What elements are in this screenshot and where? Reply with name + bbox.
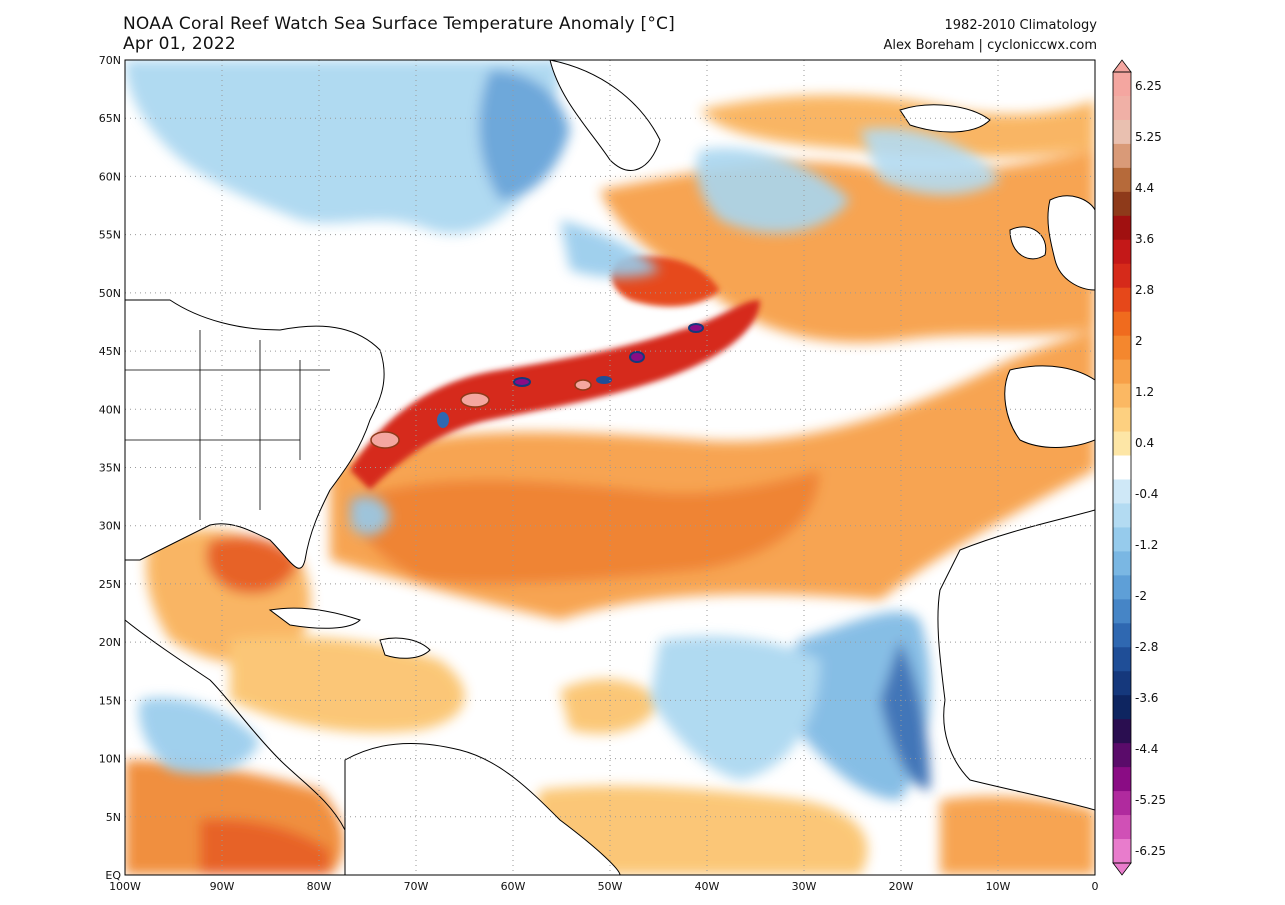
colorbar-frame (1112, 71, 1132, 864)
lat-tick-label: 35N (99, 462, 121, 475)
colorbar-segment (1113, 767, 1131, 792)
colorbar-label: -3.6 (1135, 691, 1158, 705)
lon-tick-label: 40W (695, 880, 720, 893)
map-date: Apr 01, 2022 (123, 34, 236, 54)
lon-tick-label: 60W (501, 880, 526, 893)
colorbar-label: 1.2 (1135, 385, 1154, 399)
colorbar: 6.25 5.25 4.4 3.6 2.8 2 1.2 0.4 -0.4 -1.2 -2 -2.8 -3… (1112, 59, 1166, 876)
map-title-block: NOAA Coral Reef Watch Sea Surface Temper… (123, 14, 675, 54)
colorbar-segment (1113, 815, 1131, 840)
colorbar-label: 6.25 (1135, 79, 1162, 93)
lat-tick-label: 30N (99, 520, 121, 533)
colorbar-label: 5.25 (1135, 130, 1162, 144)
colorbar-segment (1113, 455, 1131, 480)
lon-tick-label: 10W (986, 880, 1011, 893)
lon-tick-label: 90W (210, 880, 235, 893)
colorbar-segment (1113, 791, 1131, 816)
lon-tick-label: 80W (307, 880, 332, 893)
colorbar-label: 0.4 (1135, 436, 1154, 450)
colorbar-segment (1113, 743, 1131, 768)
colorbar-segment (1113, 431, 1131, 457)
anomaly-hotspots (370, 323, 704, 449)
sst-anomaly-field (125, 60, 1095, 875)
lat-tick-label: 20N (99, 636, 121, 649)
colorbar-segment (1113, 479, 1131, 504)
colorbar-segment (1113, 335, 1131, 361)
lat-tick-label: 55N (99, 229, 121, 242)
colorbar-segment (1113, 239, 1131, 265)
colorbar-segment (1113, 215, 1131, 241)
colorbar-segment (1113, 503, 1131, 528)
lat-labels: EQ 5N 10N 15N 20N 25N 30N 35N 40N 45N 50N 55N 60N 65N… (99, 54, 122, 882)
colorbar-label: -4.4 (1135, 742, 1158, 756)
colorbar-label: -2.8 (1135, 640, 1158, 654)
colorbar-label: -1.2 (1135, 538, 1158, 552)
borders (125, 330, 330, 520)
lat-tick-label: 50N (99, 287, 121, 300)
colorbar-segment (1113, 167, 1131, 193)
lon-tick-label: 0 (1092, 880, 1099, 893)
colorbar-label: -5.25 (1135, 793, 1166, 807)
colorbar-segment (1113, 119, 1131, 145)
colorbar-segment (1113, 72, 1131, 97)
lon-tick-label: 100W (109, 880, 141, 893)
colorbar-label: 4.4 (1135, 181, 1154, 195)
colorbar-segment (1113, 383, 1131, 409)
lat-tick-label: 65N (99, 112, 121, 125)
author-credit: Alex Boreham | cycloniccwx.com (883, 38, 1097, 53)
colorbar-segment (1113, 719, 1131, 744)
colorbar-min-arrow (1112, 862, 1132, 876)
colorbar-segment (1113, 407, 1131, 433)
colorbar-segment (1113, 191, 1131, 217)
colorbar-segment (1113, 527, 1131, 552)
colorbar-segment (1113, 311, 1131, 337)
colorbar-segment (1113, 359, 1131, 385)
map-frame (124, 59, 1096, 876)
credits-block: 1982-2010 Climatology Alex Boreham | cyc… (884, 16, 1097, 56)
lat-tick-label: 5N (106, 811, 121, 824)
colorbar-label: -6.25 (1135, 844, 1166, 858)
lat-tick-label: 25N (99, 578, 121, 591)
lon-tick-label: 30W (792, 880, 817, 893)
colorbar-segment (1113, 551, 1131, 576)
colorbar-segment (1113, 695, 1131, 720)
lat-tick-label: 70N (99, 54, 121, 67)
map-title: NOAA Coral Reef Watch Sea Surface Temper… (123, 14, 675, 34)
colorbar-max-arrow (1112, 59, 1132, 73)
colorbar-segment (1113, 263, 1131, 289)
lon-tick-label: 50W (598, 880, 623, 893)
land-outlines (125, 60, 1095, 875)
lat-tick-label: 40N (99, 403, 121, 416)
colorbar-label: -2 (1135, 589, 1147, 603)
colorbar-segment (1113, 671, 1131, 696)
lon-tick-label: 70W (404, 880, 429, 893)
colorbar-segment (1113, 839, 1131, 864)
lat-tick-label: 15N (99, 694, 121, 707)
colorbar-segment (1113, 599, 1131, 624)
colorbar-label: 2 (1135, 334, 1143, 348)
lat-tick-label: EQ (105, 869, 121, 882)
colorbar-label: 3.6 (1135, 232, 1154, 246)
colorbar-segment (1113, 287, 1131, 313)
colorbar-segment (1113, 95, 1131, 121)
colorbar-segment (1113, 647, 1131, 672)
lat-tick-label: 45N (99, 345, 121, 358)
graticule (125, 60, 1095, 875)
colorbar-label: -0.4 (1135, 487, 1158, 501)
colorbar-segment (1113, 623, 1131, 648)
climatology-label: 1982-2010 Climatology (944, 18, 1097, 33)
lon-tick-label: 20W (889, 880, 914, 893)
lon-labels: 100W 90W 80W 70W 60W 50W 40W 30W 20W 10W 0 (109, 880, 1098, 893)
colorbar-segment (1113, 143, 1131, 169)
lat-tick-label: 60N (99, 170, 121, 183)
colorbar-label: 2.8 (1135, 283, 1154, 297)
colorbar-segment (1113, 575, 1131, 600)
lat-tick-label: 10N (99, 753, 121, 766)
